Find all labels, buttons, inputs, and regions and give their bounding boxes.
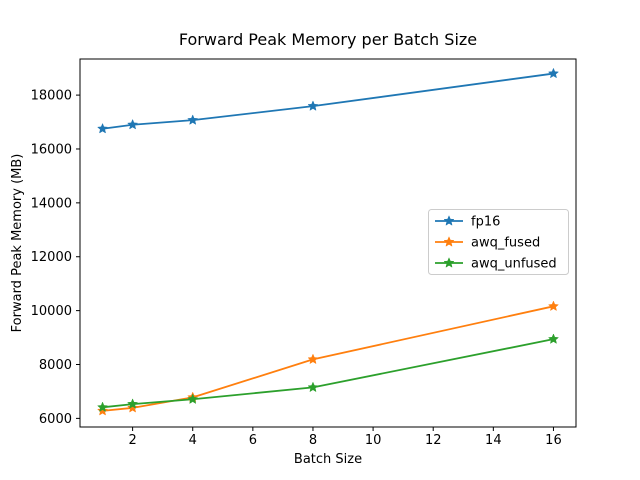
marker-awq_unfused [547,333,560,344]
y-axis-label: Forward Peak Memory (MB) [10,154,25,333]
legend-label-fp16: fp16 [471,215,500,230]
x-tick-label: 6 [249,433,257,448]
y-tick-label: 10000 [31,304,72,319]
x-tick-label: 4 [189,433,197,448]
marker-awq_fused [96,404,109,416]
marker-awq_fused [547,300,560,312]
x-axis-label: Batch Size [294,452,362,467]
legend-marker-awq_fused [443,236,455,247]
marker-fp16 [187,114,199,125]
y-tick-label: 16000 [31,142,72,157]
marker-awq_fused [307,353,319,365]
legend-marker-awq_unfused [443,257,455,268]
legend-marker-fp16 [443,215,455,226]
marker-awq_fused [127,402,139,413]
x-tick-label: 8 [309,433,317,448]
marker-awq_unfused [96,401,109,413]
y-tick-label: 18000 [31,89,72,104]
x-tick-label: 2 [128,433,136,448]
y-tick-label: 6000 [39,412,72,427]
marker-awq_unfused [307,381,319,393]
x-tick-label: 14 [485,433,502,448]
marker-awq_unfused [187,393,199,404]
chart-title: Forward Peak Memory per Batch Size [179,30,477,49]
x-tick-label: 12 [425,433,442,448]
y-tick-label: 14000 [31,196,72,211]
marker-fp16 [127,118,139,130]
marker-fp16 [96,122,109,134]
x-tick-label: 16 [545,433,562,448]
legend-label-awq_fused: awq_fused [471,236,540,251]
legend-box [428,209,569,275]
marker-awq_unfused [127,398,139,409]
x-tick-label: 10 [365,433,382,448]
marker-fp16 [307,100,319,111]
y-tick-label: 8000 [39,358,72,373]
legend: fp16 awq_fused awq_unfused [428,209,569,275]
marker-fp16 [547,67,560,79]
y-tick-label: 12000 [31,250,72,265]
legend-label-awq_unfused: awq_unfused [471,257,557,272]
